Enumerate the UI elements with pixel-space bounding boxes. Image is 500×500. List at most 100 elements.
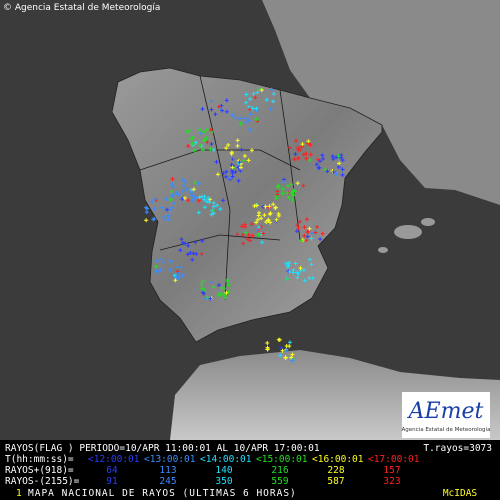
strike	[152, 206, 157, 211]
strike	[167, 217, 172, 222]
strike	[154, 269, 159, 274]
strike	[175, 269, 180, 274]
strike	[256, 232, 261, 237]
strike	[266, 217, 271, 222]
strike	[296, 156, 301, 161]
strike	[159, 257, 164, 262]
strike	[287, 145, 292, 150]
strike	[176, 192, 181, 197]
strike	[287, 269, 292, 274]
strike	[211, 200, 216, 205]
france	[262, 0, 500, 205]
strike	[239, 147, 244, 152]
strike	[202, 194, 207, 199]
strike	[237, 160, 242, 165]
strike	[284, 348, 289, 353]
strike	[198, 143, 203, 148]
strike	[298, 266, 303, 271]
strike	[246, 232, 251, 237]
strike	[253, 95, 258, 100]
strike	[250, 106, 255, 111]
strike	[211, 208, 216, 213]
strike	[180, 177, 185, 182]
strike	[211, 284, 216, 289]
strike	[323, 167, 328, 172]
strike	[204, 136, 209, 141]
strike	[219, 291, 224, 296]
strike	[292, 157, 297, 162]
strike	[192, 148, 197, 153]
strike	[170, 177, 175, 182]
strike	[241, 241, 246, 246]
strike	[271, 99, 276, 104]
frame: 1	[16, 488, 22, 499]
strike	[239, 116, 244, 121]
strike	[229, 168, 234, 173]
strike	[206, 196, 211, 201]
strike	[320, 231, 325, 236]
strike	[174, 191, 179, 196]
strike	[193, 240, 198, 245]
strike	[280, 191, 285, 196]
strike	[285, 277, 290, 282]
strike	[309, 231, 314, 236]
strike	[306, 229, 311, 234]
strike	[216, 292, 221, 297]
strike	[271, 91, 276, 96]
strike	[340, 167, 345, 172]
strike	[201, 291, 206, 296]
strike	[295, 223, 300, 228]
positive-count: 157	[383, 465, 400, 476]
strike	[293, 152, 298, 157]
strike	[257, 87, 262, 92]
strike	[161, 260, 166, 265]
strike	[186, 144, 191, 149]
strike	[307, 158, 312, 163]
strike	[276, 185, 281, 190]
strike	[205, 127, 210, 132]
strike	[196, 210, 201, 215]
strike	[181, 183, 186, 188]
strike	[293, 261, 298, 266]
strike	[168, 267, 173, 272]
borders	[139, 75, 301, 301]
strike	[249, 222, 254, 227]
strike	[285, 183, 290, 188]
strike	[308, 152, 313, 157]
strike	[248, 127, 253, 132]
strike	[169, 205, 174, 210]
logo-subtitle: Agencia Estatal de Meteorología	[402, 426, 491, 433]
strike	[153, 197, 158, 202]
positive-count: 140	[215, 465, 232, 476]
strike	[238, 165, 243, 170]
strike	[209, 107, 214, 112]
strike	[161, 215, 166, 220]
strike	[251, 91, 256, 96]
strike	[246, 118, 251, 123]
strike	[215, 203, 220, 208]
positive-label: RAYOS+(918)=	[5, 465, 74, 476]
strike	[267, 204, 272, 209]
strike	[196, 181, 201, 186]
strike	[208, 147, 213, 152]
strike	[170, 193, 175, 198]
strike	[202, 205, 207, 210]
strike	[230, 165, 235, 170]
strike	[180, 240, 185, 245]
island	[394, 225, 422, 239]
strike	[284, 261, 289, 266]
strike	[219, 103, 224, 108]
strike	[254, 106, 259, 111]
strike	[181, 188, 186, 193]
strike	[291, 193, 296, 198]
strike	[318, 237, 323, 242]
strike	[218, 207, 223, 212]
strike	[235, 138, 240, 143]
strike	[263, 204, 268, 209]
strike	[297, 219, 302, 224]
strike	[179, 265, 184, 270]
strike	[179, 237, 184, 242]
strike	[334, 171, 339, 176]
strike	[268, 106, 273, 111]
negative-count: 350	[215, 476, 232, 487]
